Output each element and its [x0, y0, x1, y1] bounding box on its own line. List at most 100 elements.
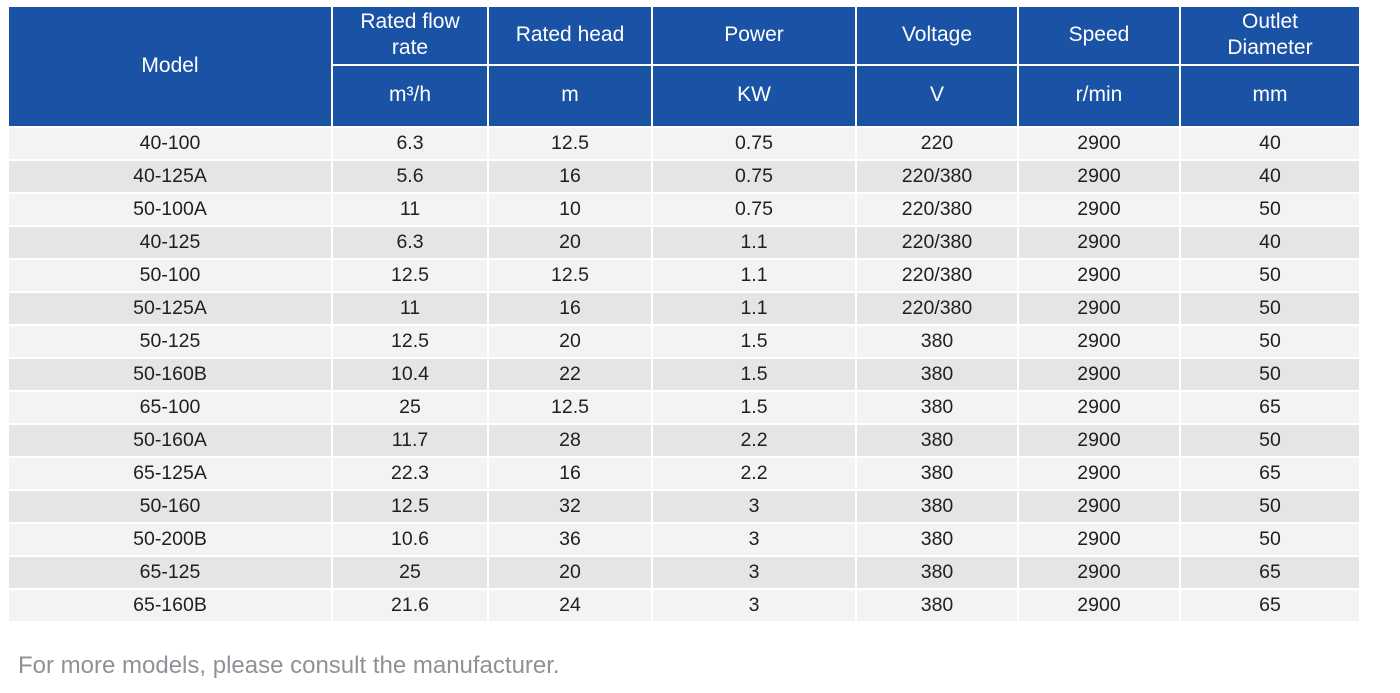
cell-speed: 2900: [1017, 587, 1181, 623]
table-row: 65-100 25 12.5 1.5 380 2900 65: [7, 389, 1361, 425]
unit-speed: r/min: [1017, 63, 1181, 128]
cell-voltage: 380: [855, 455, 1019, 491]
cell-speed: 2900: [1017, 356, 1181, 392]
cell-head: 12.5: [487, 257, 653, 293]
header-label-row: Model Rated flow rate Rated head Power V…: [7, 5, 1361, 128]
cell-power: 2.2: [651, 455, 857, 491]
table-row: 50-100 12.5 12.5 1.1 220/380 2900 50: [7, 257, 1361, 293]
cell-head: 12.5: [487, 389, 653, 425]
cell-flow-rate: 10.4: [331, 356, 489, 392]
table-row: 50-100A 11 10 0.75 220/380 2900 50: [7, 191, 1361, 227]
cell-head: 16: [487, 158, 653, 194]
cell-flow-rate: 10.6: [331, 521, 489, 557]
cell-speed: 2900: [1017, 290, 1181, 326]
col-header-speed: Speed: [1017, 5, 1181, 66]
cell-power: 0.75: [651, 125, 857, 161]
cell-power: 1.5: [651, 389, 857, 425]
cell-head: 24: [487, 587, 653, 623]
cell-outlet-diameter: 50: [1179, 488, 1361, 524]
cell-model: 50-160: [7, 488, 333, 524]
cell-outlet-diameter: 65: [1179, 389, 1361, 425]
table-row: 65-125 25 20 3 380 2900 65: [7, 554, 1361, 590]
cell-voltage: 220/380: [855, 224, 1019, 260]
cell-head: 16: [487, 290, 653, 326]
cell-power: 1.1: [651, 257, 857, 293]
cell-speed: 2900: [1017, 488, 1181, 524]
cell-speed: 2900: [1017, 257, 1181, 293]
cell-speed: 2900: [1017, 191, 1181, 227]
cell-model: 40-100: [7, 125, 333, 161]
cell-model: 50-160A: [7, 422, 333, 458]
unit-voltage: V: [855, 63, 1019, 128]
table-row: 50-160A 11.7 28 2.2 380 2900 50: [7, 422, 1361, 458]
table-row: 50-160B 10.4 22 1.5 380 2900 50: [7, 356, 1361, 392]
cell-model: 50-100: [7, 257, 333, 293]
cell-model: 50-200B: [7, 521, 333, 557]
cell-flow-rate: 6.3: [331, 125, 489, 161]
cell-flow-rate: 21.6: [331, 587, 489, 623]
cell-model: 65-160B: [7, 587, 333, 623]
table-row: 40-125 6.3 20 1.1 220/380 2900 40: [7, 224, 1361, 260]
table-body: 40-100 6.3 12.5 0.75 220 2900 40 40-125A 5.6 16 0.…: [7, 125, 1361, 623]
cell-voltage: 380: [855, 356, 1019, 392]
cell-outlet-diameter: 65: [1179, 455, 1361, 491]
table-row: 50-160 12.5 32 3 380 2900 50: [7, 488, 1361, 524]
cell-flow-rate: 12.5: [331, 257, 489, 293]
cell-speed: 2900: [1017, 158, 1181, 194]
cell-head: 20: [487, 554, 653, 590]
cell-power: 3: [651, 554, 857, 590]
table-row: 65-160B 21.6 24 3 380 2900 65: [7, 587, 1361, 623]
cell-model: 65-125: [7, 554, 333, 590]
table-row: 65-125A 22.3 16 2.2 380 2900 65: [7, 455, 1361, 491]
cell-power: 1.1: [651, 290, 857, 326]
cell-model: 65-125A: [7, 455, 333, 491]
cell-voltage: 380: [855, 521, 1019, 557]
cell-model: 50-125A: [7, 290, 333, 326]
table-row: 50-125A 11 16 1.1 220/380 2900 50: [7, 290, 1361, 326]
cell-outlet-diameter: 65: [1179, 554, 1361, 590]
cell-power: 2.2: [651, 422, 857, 458]
col-header-model: Model: [7, 5, 333, 128]
table-row: 50-125 12.5 20 1.5 380 2900 50: [7, 323, 1361, 359]
table-row: 50-200B 10.6 36 3 380 2900 50: [7, 521, 1361, 557]
cell-speed: 2900: [1017, 323, 1181, 359]
cell-flow-rate: 25: [331, 554, 489, 590]
col-header-rated-flow-rate: Rated flow rate: [331, 5, 489, 66]
cell-voltage: 380: [855, 389, 1019, 425]
cell-head: 10: [487, 191, 653, 227]
cell-head: 12.5: [487, 125, 653, 161]
header-unit-row: m³/h m KW V r/min mm: [8, 63, 1361, 128]
cell-flow-rate: 25: [331, 389, 489, 425]
cell-power: 3: [651, 521, 857, 557]
cell-outlet-diameter: 50: [1179, 521, 1361, 557]
cell-outlet-diameter: 40: [1179, 125, 1361, 161]
cell-outlet-diameter: 65: [1179, 587, 1361, 623]
cell-model: 50-125: [7, 323, 333, 359]
cell-speed: 2900: [1017, 389, 1181, 425]
cell-model: 40-125A: [7, 158, 333, 194]
pump-spec-table-wrap: Model Rated flow rate Rated head Power V…: [7, 5, 1361, 623]
pump-spec-table: Model Rated flow rate Rated head Power V…: [7, 5, 1361, 623]
table-row: 40-125A 5.6 16 0.75 220/380 2900 40: [7, 158, 1361, 194]
cell-outlet-diameter: 50: [1179, 257, 1361, 293]
cell-speed: 2900: [1017, 224, 1181, 260]
cell-outlet-diameter: 50: [1179, 356, 1361, 392]
cell-flow-rate: 11.7: [331, 422, 489, 458]
cell-model: 50-100A: [7, 191, 333, 227]
cell-outlet-diameter: 50: [1179, 323, 1361, 359]
cell-head: 32: [487, 488, 653, 524]
cell-head: 20: [487, 224, 653, 260]
cell-voltage: 380: [855, 554, 1019, 590]
cell-power: 1.1: [651, 224, 857, 260]
cell-head: 16: [487, 455, 653, 491]
cell-outlet-diameter: 50: [1179, 422, 1361, 458]
col-header-voltage: Voltage: [855, 5, 1019, 66]
table-row: 40-100 6.3 12.5 0.75 220 2900 40: [7, 125, 1361, 161]
unit-outlet-diameter: mm: [1179, 63, 1361, 128]
cell-flow-rate: 11: [331, 191, 489, 227]
cell-model: 65-100: [7, 389, 333, 425]
cell-model: 50-160B: [7, 356, 333, 392]
cell-power: 0.75: [651, 158, 857, 194]
cell-speed: 2900: [1017, 125, 1181, 161]
cell-voltage: 220: [855, 125, 1019, 161]
